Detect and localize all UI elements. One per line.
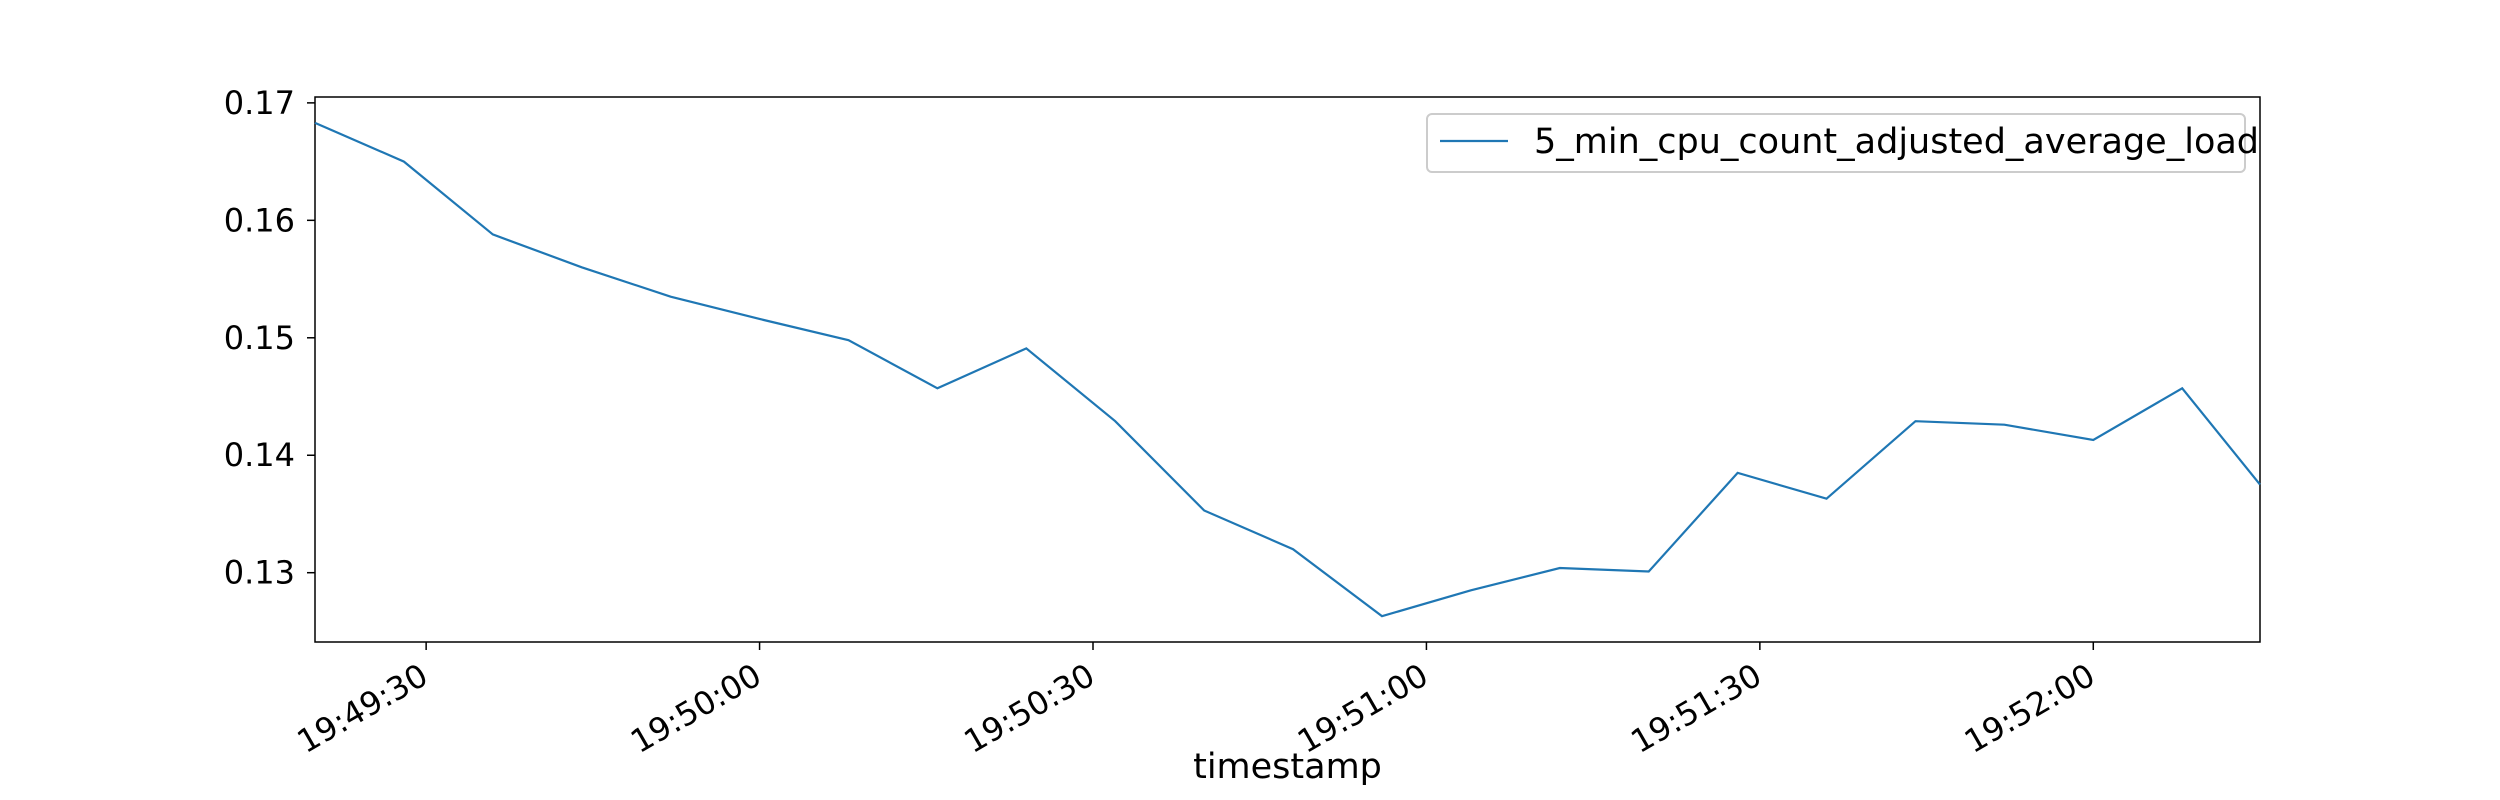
y-axis-ticks: 0.13 0.14 0.15 0.16 0.17 (224, 84, 315, 592)
x-axis-ticks: 19:49:30 19:50:00 19:50:30 19:51:00 19:51:30… (291, 642, 2101, 761)
x-tick-label: 19:49:30 (291, 656, 434, 761)
y-tick-label: 0.14 (224, 436, 295, 474)
x-tick-label: 19:51:30 (1624, 656, 1767, 761)
y-tick-label: 0.16 (224, 201, 295, 239)
legend: 5_min_cpu_count_adjusted_average_load (1426, 113, 2259, 173)
series-line-5-min-cpu-count-adjusted-average-load (314, 121, 2261, 618)
x-tick-label: 19:51:00 (1291, 656, 1434, 761)
x-tick-label: 19:52:00 (1958, 656, 2101, 761)
plot-area (314, 96, 2261, 643)
legend-box (1426, 113, 2246, 173)
y-tick-label: 0.17 (224, 84, 295, 122)
x-tick-label: 19:50:30 (958, 656, 1101, 761)
y-tick-label: 0.13 (224, 554, 295, 592)
x-axis-label: timestamp (1193, 747, 1382, 787)
y-tick-label: 0.15 (224, 319, 295, 357)
legend-label: 5_min_cpu_count_adjusted_average_load (1534, 122, 2259, 162)
x-tick-label: 19:50:00 (624, 656, 767, 761)
